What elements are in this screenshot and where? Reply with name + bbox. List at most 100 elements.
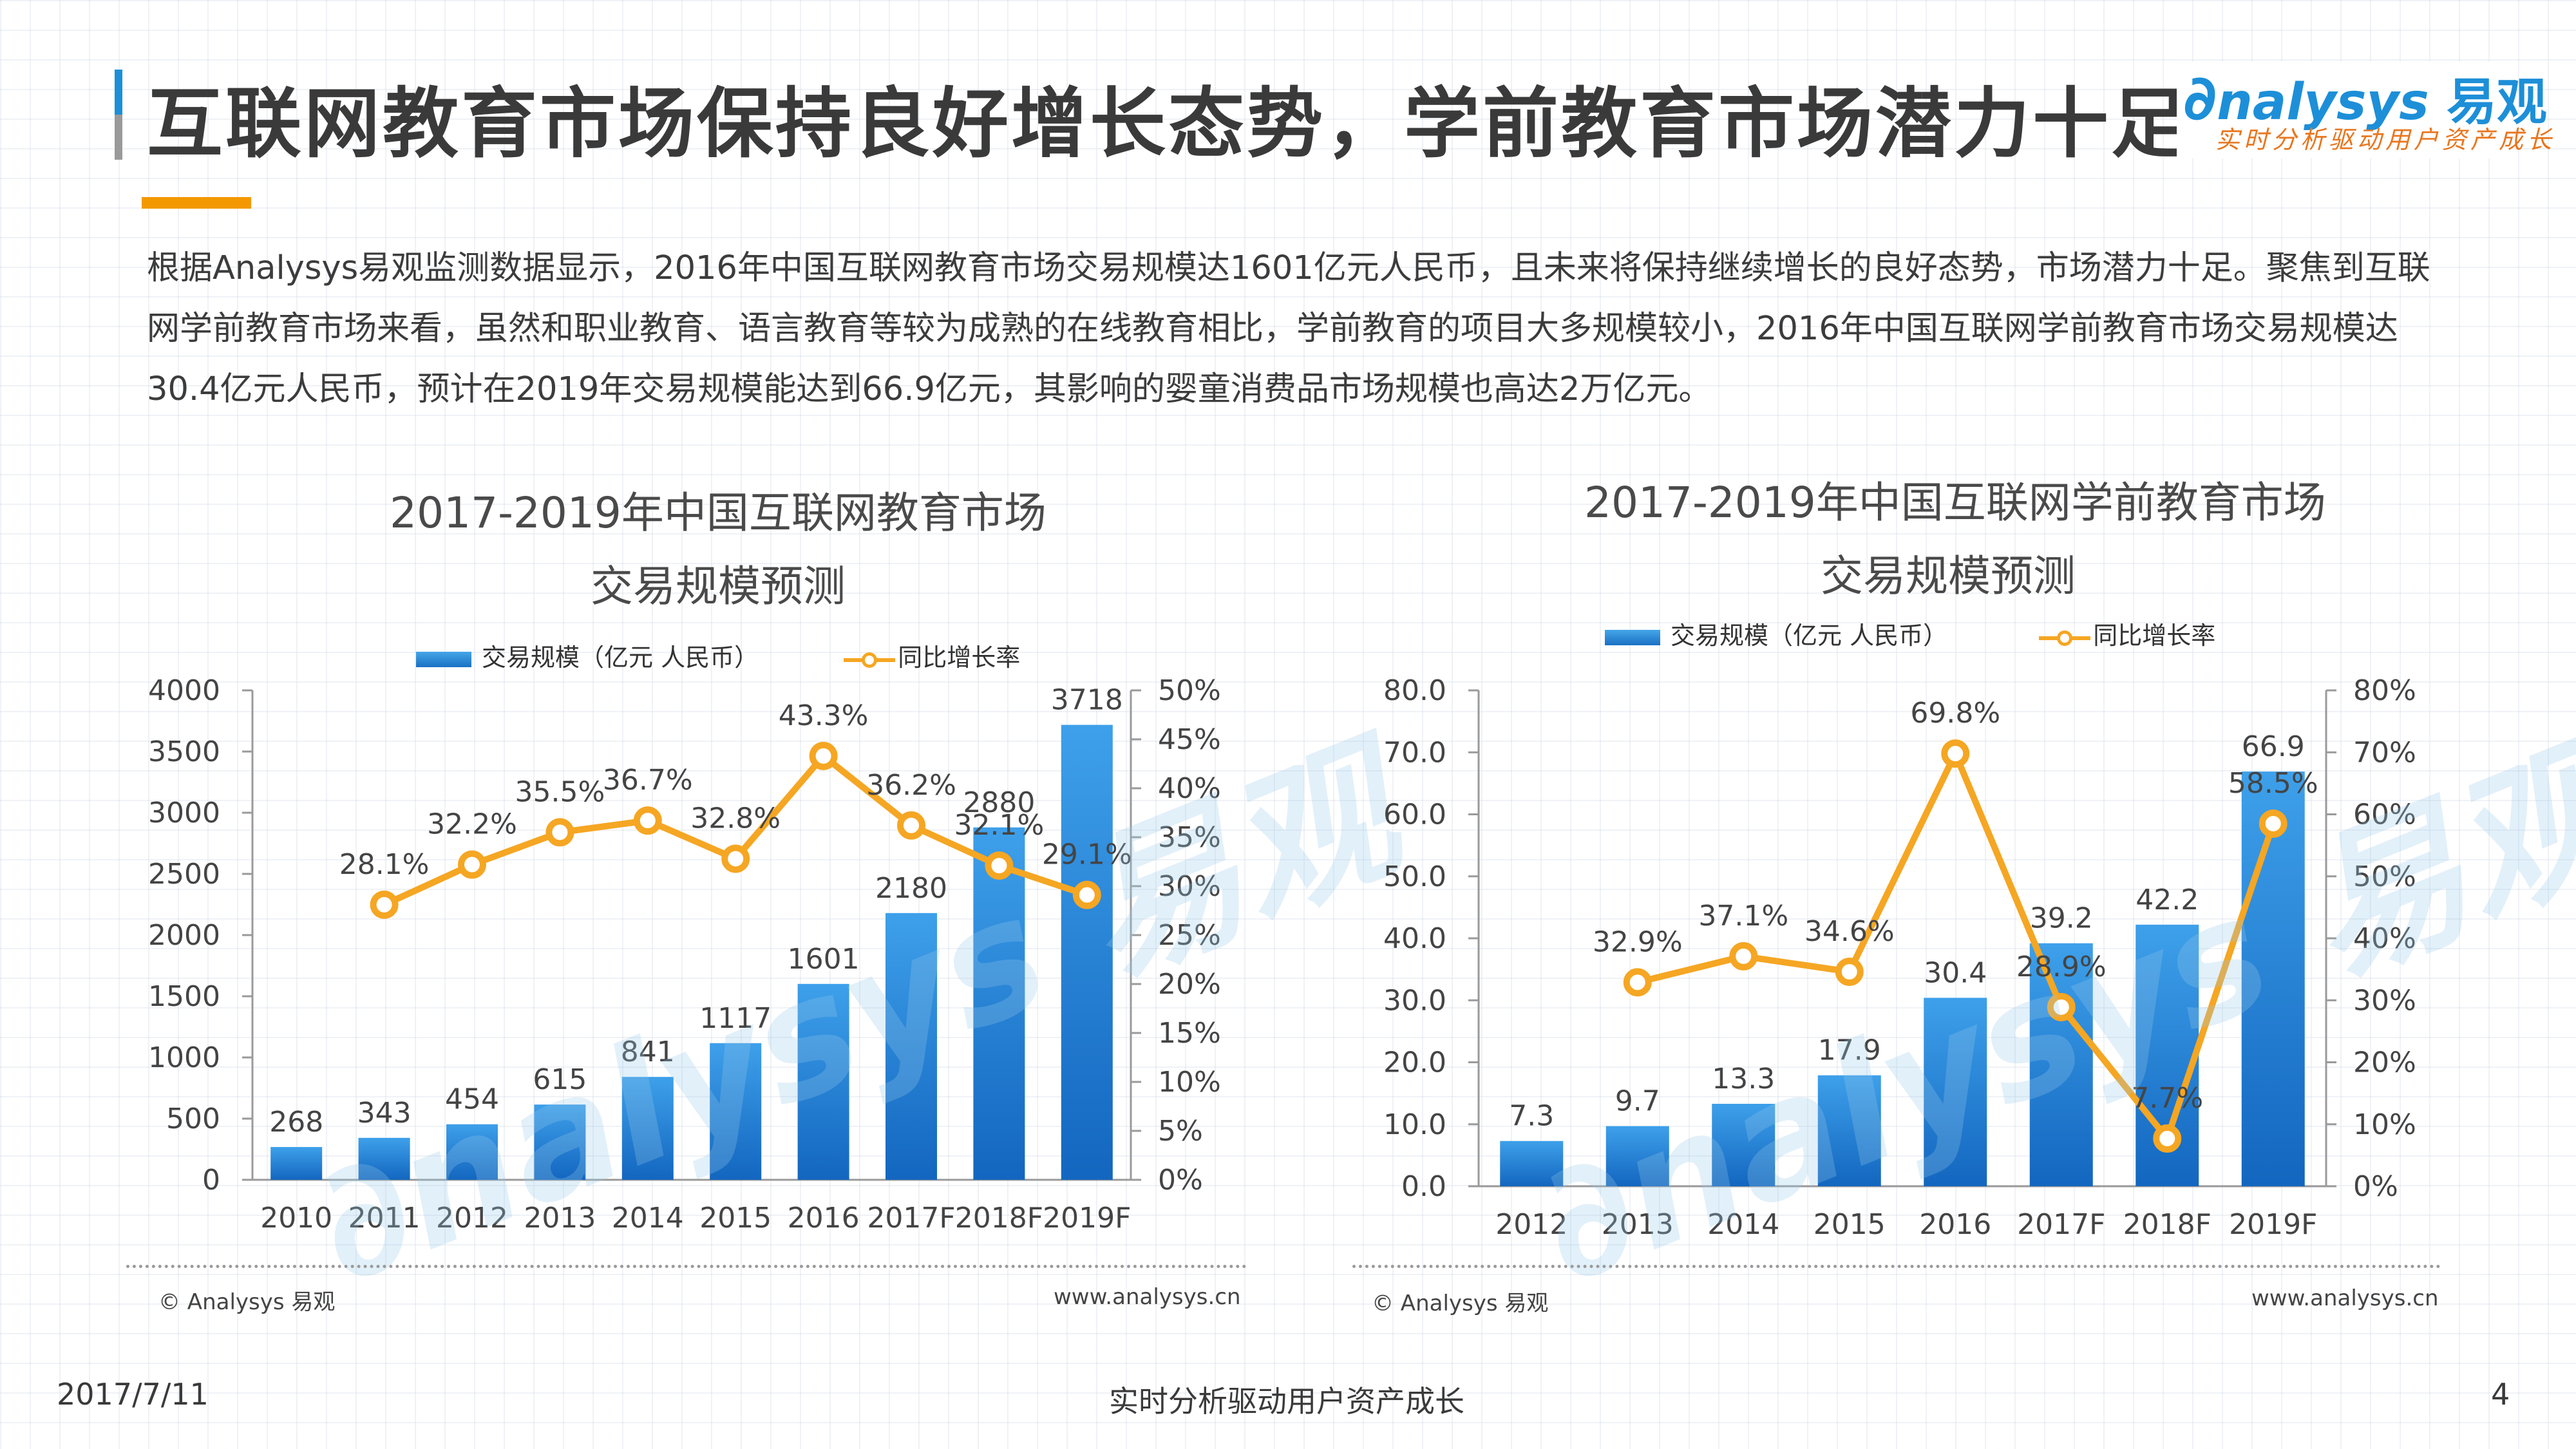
chart2-left-tick-label: 10.0 — [1383, 1108, 1446, 1141]
chart2-bar — [1817, 1075, 1881, 1186]
chart1-left-tick-label: 3500 — [148, 735, 220, 768]
chart2-category-label: 2014 — [1707, 1208, 1779, 1241]
chart1-title: 2017-2019年中国互联网教育市场 交易规模预测 — [386, 477, 1050, 623]
chart1-left-tick-label: 2500 — [148, 858, 220, 891]
chart2-source-left: © Analysys 易观 — [1372, 1291, 1549, 1316]
chart2-right-tick-label: 60% — [2353, 799, 2416, 831]
chart1-bar-label: 2180 — [875, 872, 947, 905]
chart2-left-tick-label: 50.0 — [1383, 860, 1446, 893]
chart2-growth-point — [2047, 992, 2076, 1021]
chart1-bar-label: 268 — [269, 1106, 323, 1139]
chart2-category-label: 2016 — [1919, 1208, 1991, 1241]
chart2-left-tick-label: 80.0 — [1383, 674, 1446, 707]
chart1-legend-line-label: 同比增长率 — [898, 643, 1021, 672]
chart1-category-label: 2011 — [348, 1202, 421, 1235]
chart1-category-label: 2010 — [260, 1202, 332, 1235]
title-accent-bar-grey — [115, 115, 122, 160]
logo-cn: 易观 — [2446, 73, 2547, 131]
chart2-growth-point — [1941, 739, 1970, 768]
chart2-right-tick-label: 50% — [2353, 860, 2416, 893]
chart2-bar-label: 17.9 — [1818, 1034, 1881, 1067]
chart1-growth-point — [633, 806, 662, 835]
chart2-growth-point — [1623, 968, 1652, 997]
chart1-growth-point — [545, 818, 574, 847]
chart1-category-label: 2018F — [955, 1202, 1043, 1235]
chart1-legend-bar-label: 交易规模（亿元 人民币） — [482, 643, 759, 672]
chart1-growth-label: 35.5% — [515, 775, 605, 808]
chart1-legend-bar-swatch — [416, 651, 471, 667]
chart2-right-tick-label: 70% — [2353, 736, 2416, 769]
chart2-bar — [1605, 1126, 1669, 1186]
chart1-bar-label: 343 — [357, 1097, 412, 1130]
chart1-right-tick-label: 0% — [1158, 1164, 1203, 1197]
chart1-divider — [126, 1265, 1247, 1268]
chart2-category-label: 2018F — [2123, 1208, 2211, 1241]
chart2-title-line2: 交易规模预测 — [1821, 551, 2076, 601]
chart1-right-tick-label: 25% — [1158, 919, 1221, 952]
chart2-left-tick-label: 60.0 — [1383, 799, 1446, 831]
chart2-legend-line-swatch — [2039, 625, 2091, 650]
chart1-category-label: 2012 — [436, 1202, 508, 1235]
chart2-divider — [1352, 1265, 2441, 1268]
chart1-bar — [446, 1124, 498, 1180]
chart2-left-tick-label: 0.0 — [1401, 1170, 1446, 1203]
chart1-left-tick-label: 3000 — [148, 797, 220, 829]
chart1-bar-label: 2880 — [963, 786, 1035, 819]
chart2-bar — [1500, 1141, 1564, 1186]
chart2-growth-point — [2153, 1124, 2182, 1153]
chart1-bar-label: 1601 — [788, 943, 860, 976]
chart1-growth-point — [370, 890, 399, 919]
chart1-right-tick-label: 45% — [1158, 723, 1221, 756]
chart1-title-line1: 2017-2019年中国互联网教育市场 — [390, 488, 1046, 538]
chart1-right-tick-label: 5% — [1158, 1115, 1203, 1148]
chart2-category-label: 2015 — [1814, 1208, 1886, 1241]
chart1-right-tick-label: 50% — [1158, 674, 1221, 707]
chart2-growth-label: 69.8% — [1910, 697, 2000, 730]
footer-slogan: 实时分析驱动用户资产成长 — [1109, 1384, 1464, 1419]
chart1-category-label: 2015 — [699, 1202, 772, 1235]
chart1-growth-point — [809, 741, 838, 770]
chart1-right-tick-label: 20% — [1158, 968, 1221, 1001]
chart1-bar-label: 841 — [621, 1036, 675, 1068]
chart2-title-line1: 2017-2019年中国互联网学前教育市场 — [1584, 478, 2326, 527]
chart2-right-tick-label: 10% — [2353, 1108, 2416, 1141]
chart2-bar-label: 9.7 — [1615, 1085, 1660, 1118]
chart1-growth-point — [897, 811, 925, 840]
chart1-right-tick-label: 15% — [1158, 1017, 1221, 1050]
chart1-growth-label: 36.7% — [603, 764, 693, 797]
chart1-left-tick-label: 1000 — [148, 1041, 220, 1074]
chart2-legend: 交易规模（亿元 人民币） 同比增长率 — [1605, 616, 2215, 651]
chart2-growth-label: 7.7% — [2131, 1082, 2203, 1115]
chart2-bar — [1712, 1103, 1776, 1186]
footer-date: 2017/7/11 — [57, 1377, 209, 1412]
chart2-bar-label: 42.2 — [2136, 884, 2199, 916]
chart1-bar-label: 454 — [445, 1083, 499, 1116]
chart1-growth-label: 28.1% — [339, 848, 430, 881]
chart1-growth-label: 32.1% — [954, 809, 1045, 842]
chart2-right-tick-label: 40% — [2353, 922, 2416, 955]
chart1-growth-point — [985, 851, 1014, 880]
chart1-category-label: 2013 — [524, 1202, 596, 1235]
chart1-bar — [270, 1147, 323, 1180]
chart1-growth-label: 29.1% — [1042, 838, 1132, 871]
chart1-left-tick-label: 4000 — [148, 674, 220, 707]
chart2-bar — [2029, 943, 2093, 1186]
logo-tagline: 实时分析驱动用户资产成长 — [2215, 126, 2556, 154]
chart1-growth-point — [458, 850, 486, 879]
chart1-category-label: 2019F — [1043, 1202, 1131, 1235]
chart1-bar-label: 1117 — [699, 1002, 772, 1035]
chart2-bar — [1924, 998, 1987, 1186]
chart2-bar-label: 30.4 — [1924, 956, 1987, 989]
chart2-growth-label: 28.9% — [2016, 951, 2107, 983]
chart1-title-line2: 交易规模预测 — [591, 562, 846, 611]
intro-paragraph: 根据Analysys易观监测数据显示，2016年中国互联网教育市场交易规模达16… — [147, 249, 2430, 408]
chart1-growth-label: 43.3% — [779, 699, 869, 732]
chart2-bar-label: 39.2 — [2030, 902, 2093, 935]
chart1-right-tick-label: 35% — [1158, 821, 1221, 854]
chart1-left-tick-label: 1500 — [148, 980, 220, 1013]
chart2-category-label: 2013 — [1602, 1208, 1674, 1241]
chart1-legend-line-swatch — [844, 647, 896, 672]
chart2-growth-label: 58.5% — [2228, 767, 2318, 800]
